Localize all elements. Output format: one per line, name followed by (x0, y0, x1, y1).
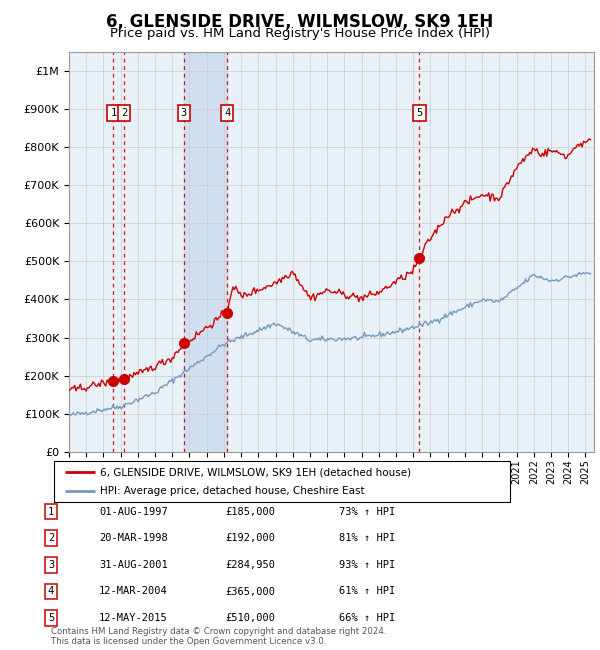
Bar (184, 52, 227, 452)
Text: £365,000: £365,000 (225, 586, 275, 597)
Text: This data is licensed under the Open Government Licence v3.0.: This data is licensed under the Open Gov… (51, 637, 326, 646)
Text: 01-AUG-1997: 01-AUG-1997 (99, 506, 168, 517)
Text: 6, GLENSIDE DRIVE, WILMSLOW, SK9 1EH: 6, GLENSIDE DRIVE, WILMSLOW, SK9 1EH (106, 13, 494, 31)
Text: £510,000: £510,000 (225, 613, 275, 623)
Text: 31-AUG-2001: 31-AUG-2001 (99, 560, 168, 570)
Text: HPI: Average price, detached house, Cheshire East: HPI: Average price, detached house, Ches… (100, 486, 364, 496)
Text: Contains HM Land Registry data © Crown copyright and database right 2024.: Contains HM Land Registry data © Crown c… (51, 627, 386, 636)
Text: 2: 2 (121, 108, 128, 118)
Text: 3: 3 (48, 560, 54, 570)
Text: Price paid vs. HM Land Registry's House Price Index (HPI): Price paid vs. HM Land Registry's House … (110, 27, 490, 40)
Text: £192,000: £192,000 (225, 533, 275, 543)
Text: 1: 1 (110, 108, 116, 118)
Text: £284,950: £284,950 (225, 560, 275, 570)
Text: 73% ↑ HPI: 73% ↑ HPI (339, 506, 395, 517)
Text: 81% ↑ HPI: 81% ↑ HPI (339, 533, 395, 543)
Text: 93% ↑ HPI: 93% ↑ HPI (339, 560, 395, 570)
Text: £185,000: £185,000 (225, 506, 275, 517)
FancyBboxPatch shape (54, 462, 510, 502)
Text: 2: 2 (48, 533, 54, 543)
Text: 1: 1 (48, 506, 54, 517)
Text: 4: 4 (48, 586, 54, 597)
Text: 6, GLENSIDE DRIVE, WILMSLOW, SK9 1EH (detached house): 6, GLENSIDE DRIVE, WILMSLOW, SK9 1EH (de… (100, 467, 411, 477)
Text: 3: 3 (181, 108, 187, 118)
Text: 66% ↑ HPI: 66% ↑ HPI (339, 613, 395, 623)
Text: 61% ↑ HPI: 61% ↑ HPI (339, 586, 395, 597)
Text: 12-MAY-2015: 12-MAY-2015 (99, 613, 168, 623)
Text: 20-MAR-1998: 20-MAR-1998 (99, 533, 168, 543)
Text: 5: 5 (48, 613, 54, 623)
Text: 12-MAR-2004: 12-MAR-2004 (99, 586, 168, 597)
Text: 4: 4 (224, 108, 230, 118)
Text: 5: 5 (416, 108, 422, 118)
